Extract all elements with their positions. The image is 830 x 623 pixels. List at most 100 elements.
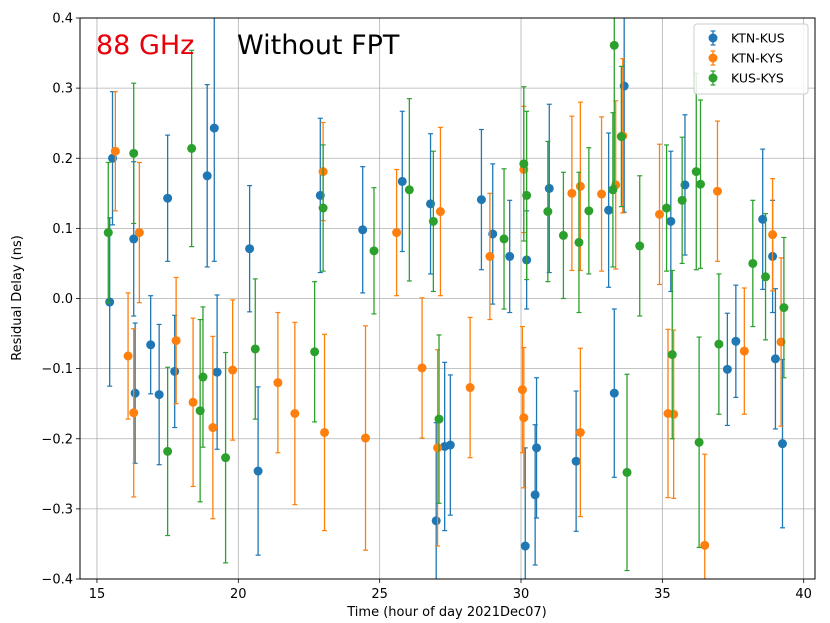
data-point (253, 466, 263, 476)
data-point (530, 490, 540, 500)
data-point (558, 230, 568, 240)
data-point (748, 258, 758, 268)
data-point (768, 230, 778, 240)
data-point (465, 383, 475, 393)
data-point (110, 146, 120, 156)
data-point (445, 440, 455, 450)
data-point (361, 433, 371, 443)
data-point (250, 344, 260, 354)
data-point (435, 207, 445, 217)
data-point (202, 171, 212, 181)
y-tick-label: 0.0 (52, 292, 73, 307)
data-point (677, 195, 687, 205)
y-tick-label: −0.2 (41, 432, 73, 447)
data-point (417, 363, 427, 373)
data-point (369, 246, 379, 256)
data-point (123, 351, 133, 361)
data-point (608, 185, 618, 195)
legend-item: KTN-KYS (708, 50, 783, 66)
data-point (310, 347, 320, 357)
annotation-frequency: 88 GHz (96, 30, 194, 61)
data-point (221, 453, 231, 463)
data-point (604, 205, 614, 215)
data-point (655, 209, 665, 219)
data-point (499, 234, 509, 244)
data-point (198, 372, 208, 382)
data-point (517, 385, 527, 395)
data-point (666, 216, 676, 226)
x-tick-label: 40 (795, 587, 812, 602)
legend-marker (708, 73, 718, 83)
y-tick-label: 0.3 (52, 82, 73, 97)
data-point (575, 181, 585, 191)
series-kus-kys (103, 18, 789, 572)
y-tick-label: −0.4 (41, 573, 73, 588)
data-point (597, 189, 607, 199)
y-axis-label: Residual Delay (ns) (10, 235, 25, 361)
data-point (584, 206, 594, 216)
data-point (431, 516, 441, 526)
x-tick-label: 25 (371, 587, 388, 602)
y-tick-label: 0.2 (52, 152, 73, 167)
legend-box (693, 23, 809, 95)
data-point (245, 244, 255, 254)
data-point (318, 203, 328, 213)
data-point (105, 297, 115, 307)
x-tick-label: 15 (89, 587, 106, 602)
data-point (574, 237, 584, 247)
data-point (212, 367, 222, 377)
legend-marker (708, 53, 718, 63)
legend-label: KTN-KUS (731, 31, 785, 46)
legend-item: KUS-KYS (708, 70, 784, 86)
annotation-condition: Without FPT (237, 30, 400, 61)
data-point (146, 340, 156, 350)
series-ktn-kys (110, 58, 786, 579)
data-point (520, 541, 530, 551)
data-point (609, 40, 619, 50)
data-point (505, 251, 515, 261)
data-point (567, 188, 577, 198)
data-point (134, 228, 144, 238)
data-point (519, 413, 529, 423)
data-point (188, 397, 198, 407)
data-point (696, 179, 706, 189)
data-point (154, 390, 164, 400)
data-point (320, 427, 330, 437)
data-point (290, 409, 300, 419)
data-point (228, 365, 238, 375)
data-point (739, 346, 749, 356)
data-point (635, 241, 645, 251)
data-point (485, 251, 495, 261)
data-point (770, 354, 780, 364)
x-tick-label: 20 (230, 587, 247, 602)
data-point (129, 234, 139, 244)
data-point (163, 446, 173, 456)
data-point (662, 203, 672, 213)
data-point (476, 195, 486, 205)
data-point (544, 183, 554, 193)
data-point (532, 443, 542, 453)
data-point (434, 414, 444, 424)
data-point (171, 336, 181, 346)
legend-marker (708, 33, 718, 43)
data-point (129, 148, 139, 158)
data-point (779, 303, 789, 313)
data-point (404, 185, 414, 195)
data-point (358, 225, 368, 235)
data-point (609, 388, 619, 398)
x-tick-label: 30 (513, 587, 530, 602)
data-point (522, 190, 532, 200)
axis-ticks: 15 20 25 30 35 40 −0.4 −0.3 −0.2 −0.1 0.0 0.1 0.2 0.3… (41, 12, 812, 603)
legend-item: KTN-KUS (708, 30, 785, 46)
legend-label: KUS-KYS (731, 71, 784, 86)
data-point (731, 336, 741, 346)
data-point (187, 143, 197, 153)
data-point (129, 408, 139, 418)
data-point (700, 540, 710, 550)
data-point (712, 186, 722, 196)
legend: KTN-KUS KTN-KYS KUS-KYS (693, 23, 809, 95)
data-point (669, 409, 679, 419)
x-axis-label: Time (hour of day 2021Dec07) (346, 605, 547, 620)
x-tick-label: 35 (654, 587, 671, 602)
